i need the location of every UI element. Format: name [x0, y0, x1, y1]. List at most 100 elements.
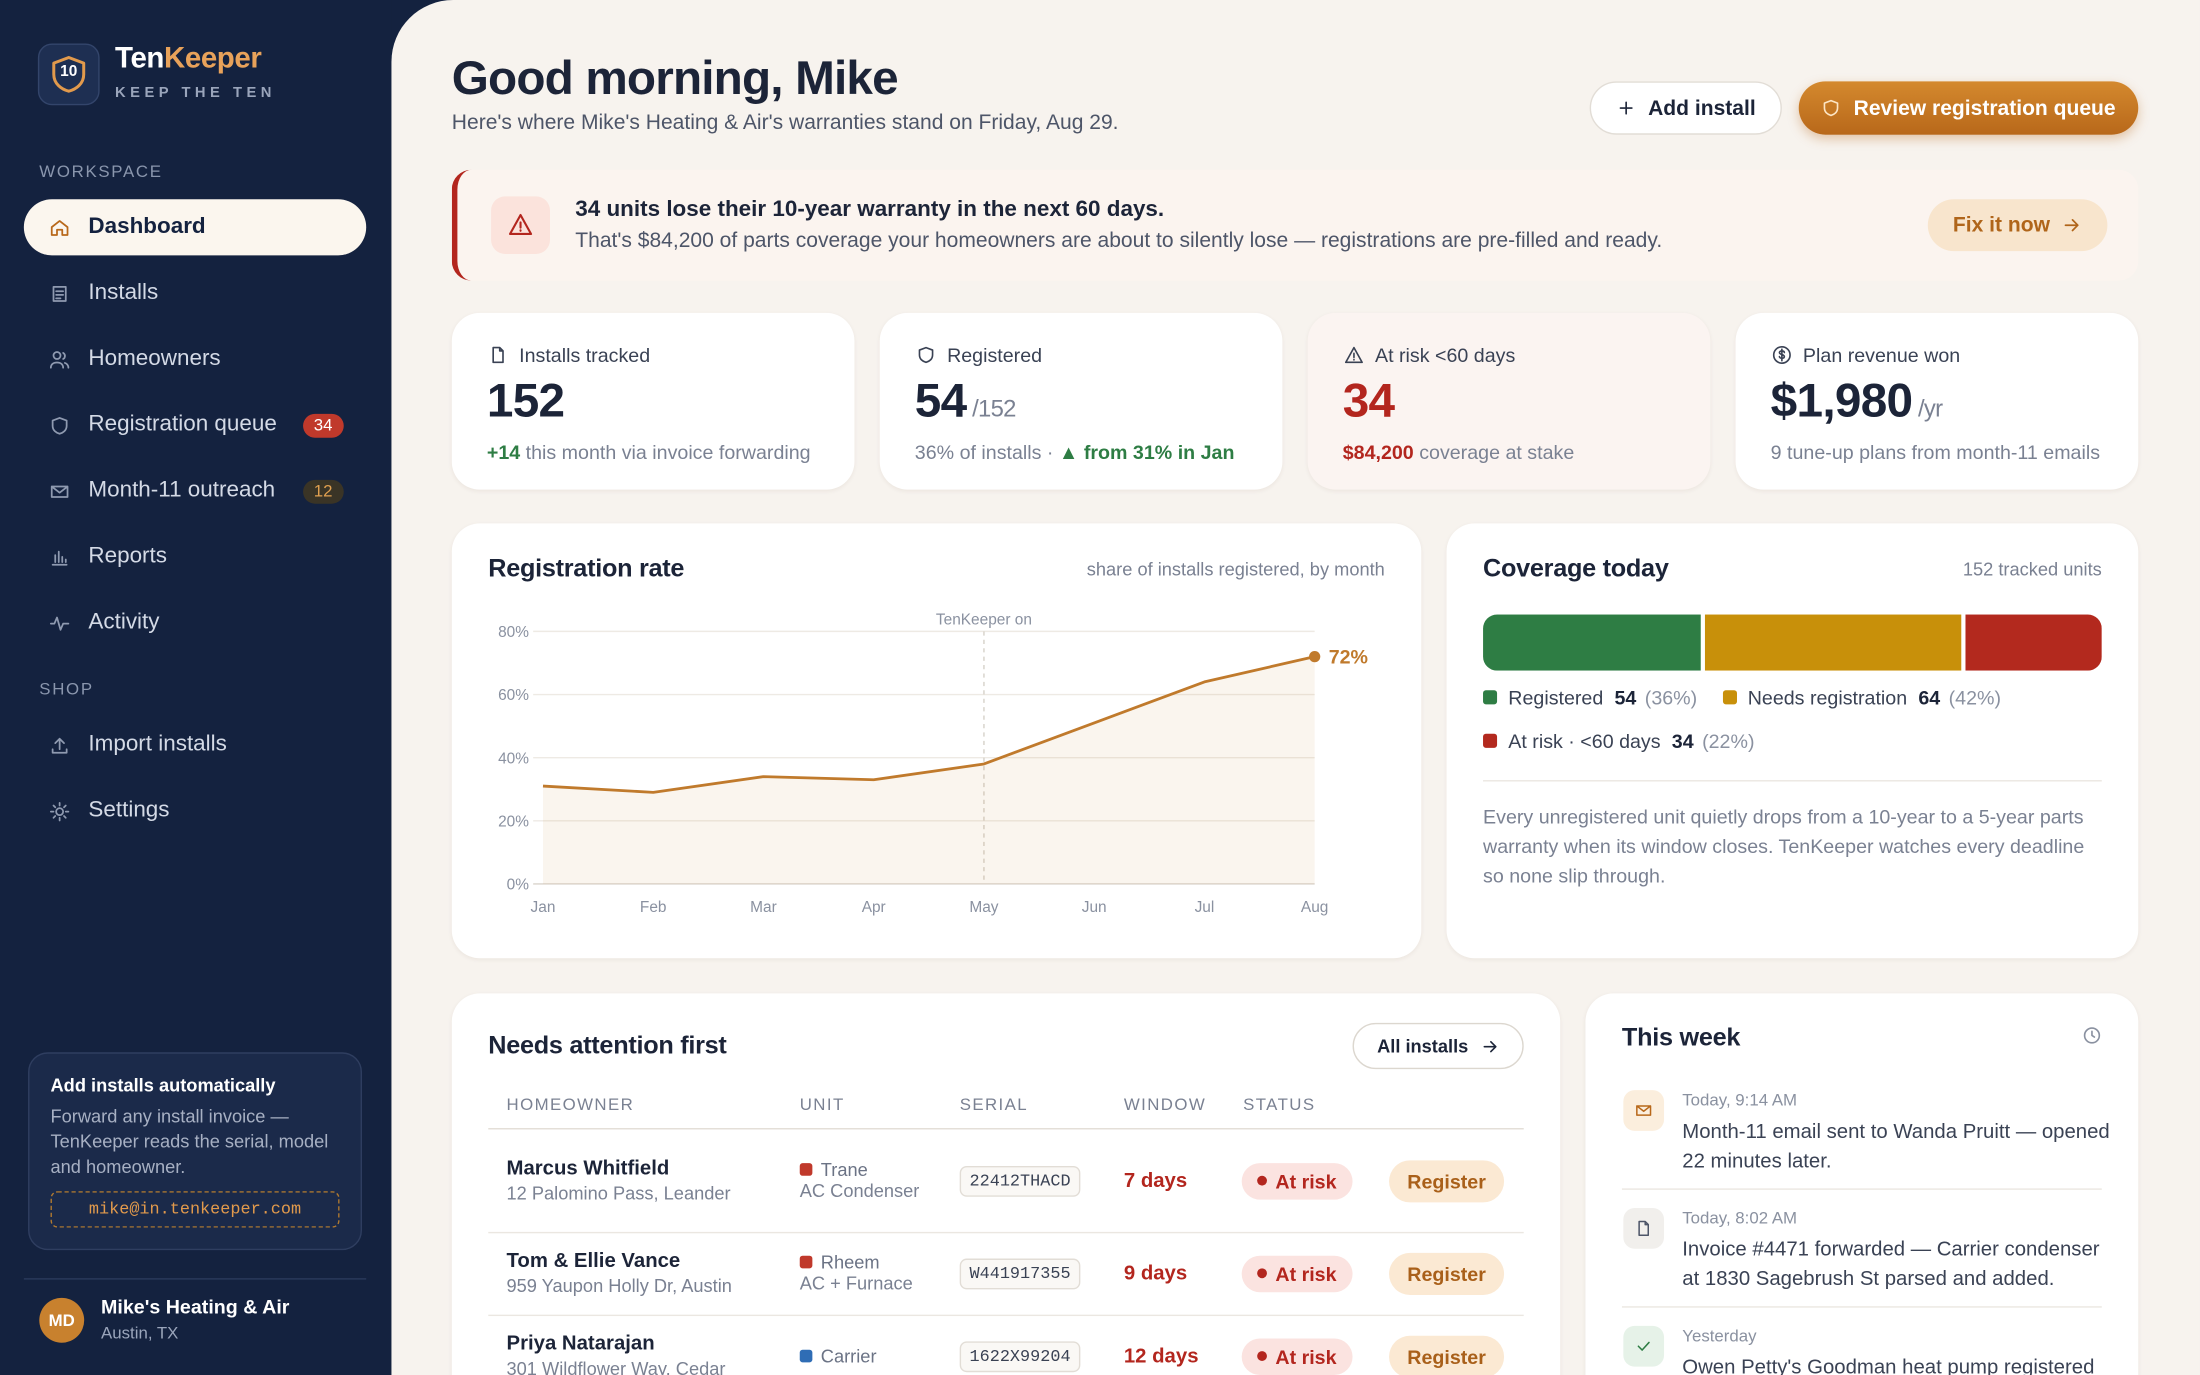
brand-dot [799, 1163, 813, 1176]
stat-note-part: +14 [486, 440, 521, 464]
activity-icon [1623, 1090, 1665, 1131]
icon [51, 737, 68, 754]
nav-item[interactable]: Installs [24, 265, 366, 321]
bar-segment [1965, 614, 2102, 671]
nav-item[interactable]: Homeowners [24, 331, 366, 387]
promo-card: Add installs automatically Forward any in… [28, 1052, 362, 1251]
stat-value: 152 [486, 374, 565, 430]
serial: W441917355 [959, 1257, 1081, 1289]
avatar: MD [39, 1297, 85, 1343]
x-tick-label: Mar [750, 899, 777, 916]
brand-name: Carrier [820, 1345, 877, 1367]
unit-brand: Rheem [799, 1251, 933, 1273]
legend-value: 34 [1671, 729, 1694, 753]
activity-time: Yesterday [1682, 1325, 1757, 1346]
add-install-button[interactable]: Add install [1589, 81, 1782, 135]
stat-number: 54 [914, 374, 967, 428]
column-header: SERIAL [959, 1094, 1029, 1115]
brand-name: Rheem [820, 1251, 880, 1273]
chart-subtitle: 152 tracked units [1962, 558, 2102, 580]
brand-name: Trane [820, 1158, 868, 1180]
homeowner-name: Marcus Whitfield [506, 1157, 670, 1180]
status-pill: At risk [1241, 1337, 1352, 1375]
icon [1823, 99, 1839, 117]
alert-banner: 34 units lose their 10-year warranty in … [451, 169, 2139, 281]
line [542, 655, 1315, 794]
nav-item[interactable]: Reports [24, 529, 366, 585]
nav-label: Settings [88, 798, 170, 823]
legend-share: (42%) [1948, 686, 2002, 709]
legend-name: Registered [1508, 686, 1604, 709]
activity-time: Today, 9:14 AM [1682, 1090, 1798, 1110]
legend-value: 64 [1918, 686, 1941, 709]
x-tick-label: Apr [862, 899, 886, 916]
chart-subtitle: share of installs registered, by month [1086, 558, 1385, 580]
stat-note: $84,200 coverage at stake [1343, 441, 1575, 463]
stat-number: 152 [486, 374, 565, 428]
unit-model: AC Condenser [799, 1179, 920, 1202]
nav-section-title: SHOP [39, 679, 94, 699]
coverage-card: Coverage today 152 tracked units Registere… [1446, 523, 2139, 959]
table-cell: 1622X99204 [959, 1315, 1114, 1375]
table-cell: W441917355 [959, 1232, 1114, 1315]
stat-value: $1,980/yr [1771, 375, 1943, 430]
activity-text: Owen Petty's Goodman heat pump registere… [1682, 1356, 2095, 1375]
register-button[interactable]: Register [1389, 1252, 1505, 1295]
nav-item[interactable]: Month-11 outreach 12 [24, 463, 366, 519]
unit-model: AC + Furnace [799, 1272, 913, 1294]
serial: 22412THACD [959, 1165, 1081, 1197]
promo-body: Forward any install invoice — TenKeeper … [50, 1105, 329, 1178]
icon [51, 550, 68, 566]
button-label: Add install [1648, 96, 1756, 120]
legend-item: Registered 54 (36%) [1483, 686, 1697, 709]
icon [1344, 346, 1363, 364]
icon [1772, 345, 1791, 364]
register-button[interactable]: Register [1389, 1159, 1505, 1202]
icon [50, 485, 69, 498]
row-rule [488, 1231, 1524, 1234]
logo: 10 [37, 43, 100, 106]
window: 7 days [1123, 1169, 1188, 1192]
week-card: This week Today, 9:14 AM Month-11 email se… [1585, 993, 2139, 1375]
status-dot [1257, 1268, 1267, 1279]
activity-text: Invoice #4471 forwarded — Carrier conden… [1682, 1238, 2100, 1291]
all-installs-button[interactable]: All installs [1352, 1022, 1524, 1070]
week-title: This week [1621, 1022, 1741, 1051]
button-label: All installs [1377, 1035, 1469, 1057]
table-cell: Trane AC Condenser [799, 1129, 933, 1231]
brand: TenKeeper [115, 42, 262, 76]
nav-item[interactable]: Settings [24, 783, 366, 839]
annotation: TenKeeper on [936, 611, 1032, 628]
stat-note: +14 this month via invoice forwarding [487, 441, 811, 463]
stat-number: $1,980 [1770, 374, 1913, 428]
table-cell: 7 days [1124, 1129, 1236, 1231]
x-tick-label: Aug [1301, 899, 1328, 916]
serial: 1622X99204 [959, 1340, 1081, 1372]
column-header: STATUS [1243, 1094, 1316, 1115]
nav-item[interactable]: Activity [24, 595, 366, 651]
button-label: Fix it now [1952, 213, 2050, 238]
unit-brand: Carrier [799, 1345, 933, 1367]
stat-value: 34 [1343, 375, 1395, 430]
activity-icon [1623, 1325, 1665, 1367]
table-cell: 22412THACD [959, 1129, 1114, 1231]
column-header: WINDOW [1123, 1094, 1207, 1115]
brand-dot [799, 1255, 813, 1269]
fix-button[interactable]: Fix it now [1927, 199, 2108, 252]
y-tick-label: 0% [507, 877, 530, 894]
table-cell: Marcus Whitfield 12 Palomino Pass, Leande… [507, 1129, 788, 1231]
register-button[interactable]: Register [1389, 1335, 1505, 1375]
nav-badge: 12 [302, 479, 344, 504]
stat-label: Registered [947, 343, 1043, 367]
status-label: At risk [1275, 1262, 1337, 1285]
divider [1621, 1188, 2102, 1190]
nav-item[interactable]: Registration queue 34 [24, 397, 366, 453]
icon [1637, 1341, 1650, 1351]
nav-item[interactable]: Dashboard [23, 199, 367, 256]
nav-item[interactable]: Import installs [24, 717, 366, 773]
review-queue-button[interactable]: Review registration queue [1798, 81, 2139, 135]
nav-label: Registration queue [88, 412, 277, 437]
table-cell: 9 days [1124, 1232, 1236, 1315]
nav-badge: 34 [302, 413, 344, 438]
